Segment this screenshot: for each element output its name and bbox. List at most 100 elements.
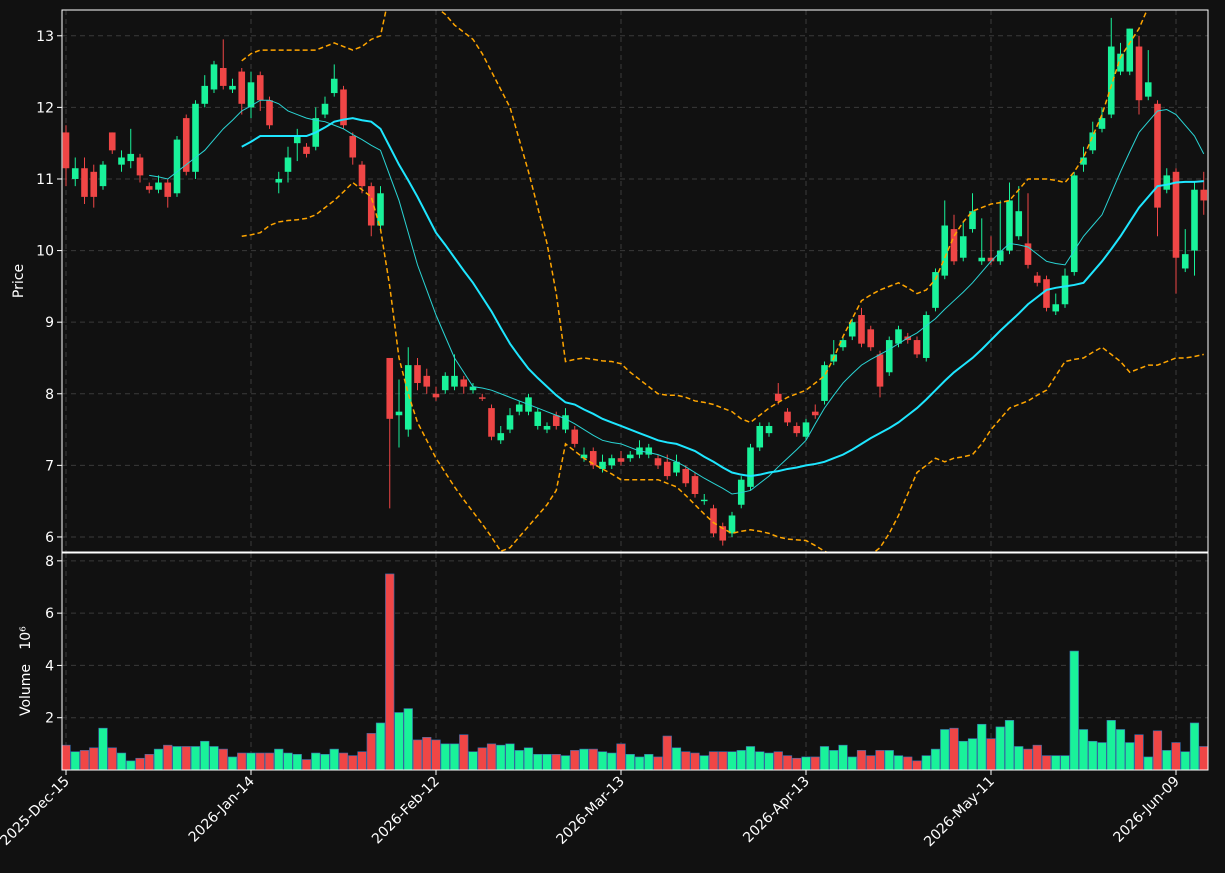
candle-body (543, 425, 551, 430)
volume-bar (875, 750, 885, 771)
candle-body (867, 329, 875, 348)
candle-body (173, 139, 181, 194)
volume-bar (1152, 730, 1163, 771)
y-tick-label: 4 (45, 658, 54, 674)
volume-bar (412, 739, 423, 771)
candle-body (192, 103, 199, 172)
volume-bar (486, 743, 497, 771)
band-line (241, 181, 1204, 552)
candle-body (922, 315, 930, 358)
candle-body (876, 354, 884, 387)
volume-bar (607, 752, 617, 771)
candle-body (303, 146, 310, 154)
candle-body (108, 132, 116, 151)
volume-bar (366, 733, 376, 771)
volume-bar (570, 750, 580, 771)
volume-bar (708, 751, 719, 771)
volume-bar (597, 751, 608, 771)
candle-body (340, 89, 347, 126)
volume-bar (496, 744, 506, 771)
y-tick-label: 6 (45, 530, 54, 546)
volume-bar (338, 752, 349, 771)
volume-bar (801, 756, 811, 771)
volume-bar (357, 751, 367, 771)
volume-bar (329, 748, 339, 771)
candle-body (256, 75, 264, 101)
volume-bar (348, 755, 358, 771)
candle-body (969, 211, 976, 230)
candle-body (1080, 157, 1087, 165)
candle-body (358, 164, 366, 187)
volume-bar (301, 759, 312, 771)
candle-body (414, 365, 421, 384)
volume-bar (394, 712, 404, 771)
volume-bar (847, 756, 857, 771)
volume-bar (958, 740, 968, 771)
candle-body (691, 476, 699, 495)
volume-bar (375, 722, 386, 771)
volume-bar (1060, 755, 1070, 771)
volume-bar (89, 747, 99, 771)
volume-bar (1199, 746, 1209, 771)
y-tick-label: 12 (36, 100, 54, 116)
price-panel (62, 10, 1208, 552)
candle-body (182, 118, 190, 172)
volume-bar (320, 754, 330, 771)
candle-body (1135, 46, 1143, 101)
candle-body (127, 153, 135, 162)
volume-bar (190, 746, 201, 771)
candle-body (996, 250, 1004, 262)
candle-body (1015, 211, 1023, 237)
volume-bar (764, 752, 774, 771)
candle-body (1033, 275, 1041, 283)
volume-bar (264, 752, 275, 771)
candle-body (386, 357, 394, 419)
y-tick-label: 8 (45, 387, 54, 403)
volume-bar (468, 751, 478, 771)
volume-bar (163, 744, 173, 771)
volume-bar (274, 748, 284, 771)
candle-body (1089, 132, 1097, 151)
volume-bar (893, 755, 904, 771)
candle-body (321, 103, 329, 115)
candle-body (497, 433, 505, 441)
volume-bar (986, 738, 996, 771)
volume-multiplier: 10⁶ (18, 626, 34, 650)
candle-body (710, 508, 717, 534)
volume-bar (126, 760, 136, 771)
candle-body (229, 85, 236, 90)
volume-bar (255, 752, 265, 771)
candle-body (1144, 82, 1152, 97)
candle-body (1154, 103, 1161, 208)
volume-bar (736, 750, 746, 771)
volume-bar (153, 748, 164, 771)
candle-body (728, 515, 736, 534)
volume-bar (866, 755, 876, 771)
volume-bar (625, 754, 635, 771)
candle-body (608, 458, 616, 466)
candle-body (839, 340, 847, 348)
candle-body (460, 379, 468, 387)
volume-bar (884, 750, 894, 771)
volume-bar (930, 748, 941, 771)
y-tick-label: 8 (45, 554, 54, 570)
y-tick-label: 10 (36, 244, 54, 260)
volume-bar (810, 756, 820, 771)
candle-body (673, 461, 680, 473)
candle-body (1043, 279, 1050, 308)
volume-bar (1162, 750, 1172, 771)
volume-bar (505, 743, 515, 771)
volume-bar (995, 726, 1005, 771)
candle-body (377, 193, 384, 226)
candle-body (913, 340, 921, 355)
candle-body (155, 182, 162, 190)
candle-body (858, 315, 865, 344)
volume-bar (1014, 746, 1024, 771)
candle-body (885, 340, 893, 373)
volume-bar (449, 743, 460, 771)
volume-bar (422, 737, 432, 771)
volume-bar (1032, 744, 1042, 771)
y-tick-label: 9 (45, 315, 54, 331)
